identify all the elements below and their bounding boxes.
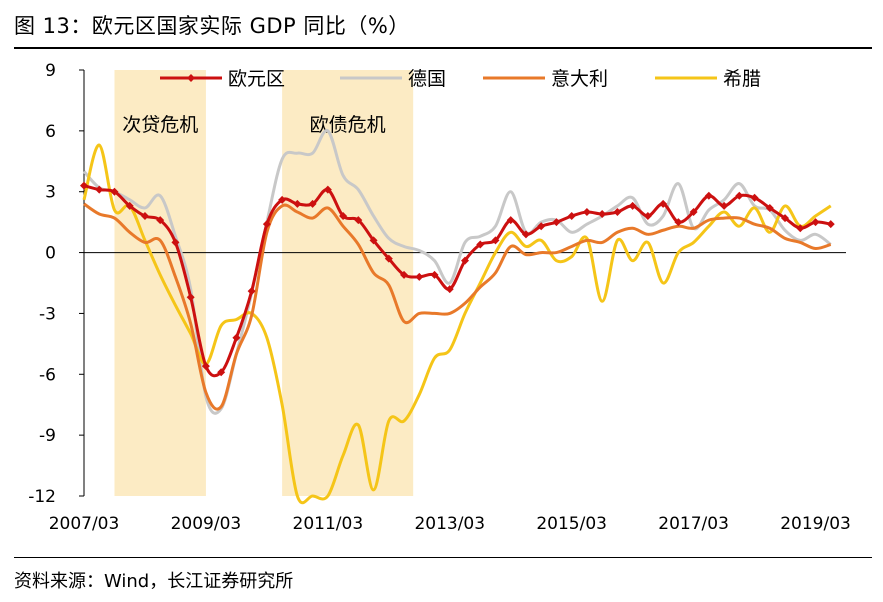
series-point (781, 214, 790, 223)
y-tick-label: -3 (39, 304, 56, 324)
crisis-label-0: 次贷危机 (122, 114, 198, 136)
y-tick-label: 6 (45, 122, 56, 142)
series-point (262, 220, 271, 229)
series-point (750, 193, 759, 202)
series-point (186, 293, 195, 302)
legend-label-3: 希腊 (723, 68, 761, 90)
series-0 (80, 181, 835, 378)
series-point (461, 256, 469, 265)
series-point (201, 362, 210, 371)
series-point (826, 220, 835, 229)
crisis-label-1: 欧债危机 (310, 114, 386, 136)
series-point (323, 185, 332, 194)
series-point (796, 224, 805, 233)
series-point (491, 236, 500, 245)
series-point (400, 270, 409, 279)
legend-label-2: 意大利 (551, 68, 608, 90)
series-point (80, 181, 88, 190)
series-point (552, 218, 561, 227)
series-point (659, 199, 668, 208)
y-tick-label: 9 (45, 61, 56, 81)
series-point (95, 185, 104, 194)
series-point (247, 287, 256, 296)
x-tick-label: 2007/03 (49, 514, 120, 534)
legend-label-1: 德国 (408, 68, 446, 90)
series-point (339, 212, 348, 221)
y-tick-label: 3 (45, 183, 56, 203)
series-point (354, 216, 363, 225)
series-point (689, 208, 698, 216)
x-tick-label: 2015/03 (536, 514, 607, 534)
series-point (521, 230, 530, 239)
source-rule (14, 557, 872, 558)
series-point (217, 368, 226, 377)
series-point (278, 195, 287, 204)
series-2 (83, 202, 832, 411)
series-point (125, 201, 134, 210)
x-tick-label: 2009/03 (171, 514, 242, 534)
y-tick-label: -9 (39, 426, 56, 446)
series-point (232, 333, 241, 342)
series-point (476, 240, 485, 249)
series-point (582, 208, 591, 216)
series-point (674, 218, 683, 227)
title-rule (14, 47, 872, 49)
legend-marker-0 (187, 74, 195, 82)
x-tick-label: 2011/03 (293, 514, 364, 534)
series-point (765, 203, 774, 212)
legend-label-0: 欧元区 (228, 68, 285, 90)
series-point (567, 212, 576, 221)
series-point (156, 216, 165, 225)
series-point (598, 210, 607, 219)
series-line (82, 143, 832, 505)
figure-title: 图 13：欧元区国家实际 GDP 同比（%） (14, 14, 410, 38)
series-point (384, 254, 393, 263)
source-note: 资料来源：Wind，长江证券研究所 (14, 571, 294, 592)
series-point (628, 201, 637, 210)
series-point (735, 191, 744, 200)
series-point (140, 212, 149, 221)
x-tick-label: 2013/03 (414, 514, 485, 534)
series-point (110, 187, 119, 196)
series-point (704, 191, 713, 200)
x-tick-label: 2019/03 (780, 514, 851, 534)
series-point (308, 199, 317, 208)
series-3 (82, 143, 832, 505)
series-point (445, 285, 454, 294)
series-point (613, 208, 622, 216)
series-point (415, 272, 424, 281)
series-point (293, 199, 302, 208)
series-point (643, 212, 652, 221)
y-tick-label: 0 (45, 244, 56, 264)
crisis-shade-1 (282, 70, 414, 496)
y-tick-label: -12 (28, 487, 56, 507)
series-point (369, 236, 378, 245)
y-tick-label: -6 (39, 365, 56, 385)
series-point (506, 216, 515, 225)
x-tick-label: 2017/03 (658, 514, 729, 534)
series-point (720, 201, 729, 210)
series-point (171, 238, 180, 247)
series-line (83, 202, 832, 411)
series-point (811, 218, 820, 227)
series-point (430, 270, 439, 279)
series-point (537, 222, 546, 231)
